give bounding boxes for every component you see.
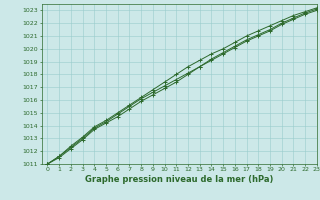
X-axis label: Graphe pression niveau de la mer (hPa): Graphe pression niveau de la mer (hPa) — [85, 175, 273, 184]
